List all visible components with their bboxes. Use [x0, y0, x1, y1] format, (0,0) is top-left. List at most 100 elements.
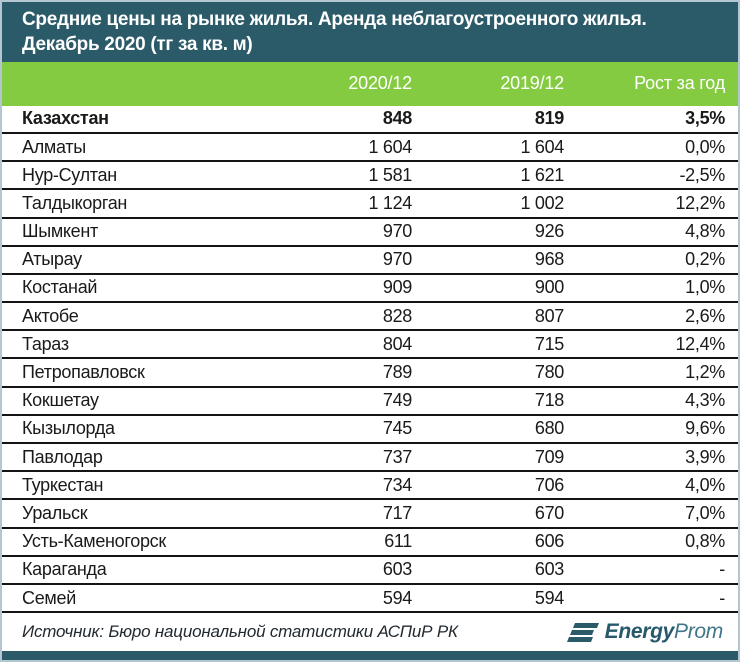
- table-row: Уральск 717 670 7,0%: [2, 500, 738, 529]
- title-line-2: Декабрь 2020 (тг за кв. м): [22, 33, 253, 55]
- table-row: Кызылорда 745 680 9,6%: [2, 416, 738, 444]
- title-line-1: Средние цены на рынке жилья. Аренда небл…: [22, 8, 647, 30]
- energyprom-logo: EnergyProm: [566, 620, 724, 644]
- value-2019: 606: [534, 531, 564, 552]
- city-name: Нур-Султан: [22, 164, 117, 185]
- table-row: Нур-Султан 1 581 1 621 -2,5%: [2, 162, 738, 191]
- logo-text-bold: Energy: [604, 620, 675, 644]
- value-2020: 745: [382, 418, 412, 439]
- city-name: Павлодар: [22, 446, 103, 467]
- value-2019: 1 002: [520, 192, 564, 213]
- growth-value: 9,6%: [685, 418, 725, 439]
- city-name: Петропавловск: [22, 362, 145, 383]
- table-row: Актобе 828 807 2,6%: [2, 303, 738, 332]
- table-row: Усть-Каменогорск 611 606 0,8%: [2, 529, 738, 557]
- table-row: Атырау 970 968 0,2%: [2, 247, 738, 275]
- growth-value: 0,8%: [685, 531, 725, 552]
- growth-value: 0,0%: [685, 136, 725, 157]
- growth-value: 3,9%: [685, 446, 725, 467]
- growth-value: 2,6%: [685, 305, 725, 326]
- table-row: Талдыкорган 1 124 1 002 12,2%: [2, 190, 738, 219]
- table-row: Туркестан 734 706 4,0%: [2, 472, 738, 501]
- value-2020: 970: [382, 221, 412, 242]
- table-row: Алматы 1 604 1 604 0,0%: [2, 134, 738, 163]
- energyprom-logo-text: EnergyProm: [604, 620, 724, 644]
- value-2020: 1 124: [368, 192, 412, 213]
- value-2020: 611: [384, 531, 412, 552]
- value-2019: 706: [534, 474, 564, 495]
- value-2019: 900: [534, 277, 564, 298]
- growth-value: 1,0%: [685, 277, 725, 298]
- city-name: Костанай: [22, 277, 98, 298]
- column-header-growth: Рост за год: [634, 73, 725, 94]
- table-row: Семей 594 594 -: [2, 585, 738, 614]
- value-2020: 594: [382, 587, 412, 608]
- growth-value: -: [719, 587, 725, 608]
- table-row: Казахстан 848 819 3,5%: [2, 106, 738, 134]
- city-name: Семей: [22, 587, 76, 608]
- column-header-2019: 2019/12: [500, 73, 564, 94]
- column-header-row: 2020/12 2019/12 Рост за год: [2, 61, 738, 106]
- growth-value: 4,0%: [685, 474, 725, 495]
- value-2019: 926: [534, 221, 564, 242]
- growth-value: 4,3%: [685, 390, 725, 411]
- city-name: Шымкент: [22, 221, 98, 242]
- growth-value: -2,5%: [679, 164, 725, 185]
- logo-text-light: Prom: [674, 620, 723, 644]
- value-2020: 737: [382, 446, 412, 467]
- value-2019: 715: [534, 333, 564, 354]
- value-2019: 709: [534, 446, 564, 467]
- city-name: Алматы: [22, 136, 86, 157]
- city-name: Усть-Каменогорск: [22, 531, 166, 552]
- growth-value: 0,2%: [685, 249, 725, 270]
- city-name: Уральск: [22, 502, 88, 523]
- title-bar: Средние цены на рынке жилья. Аренда небл…: [2, 2, 738, 62]
- city-name: Актобе: [22, 305, 79, 326]
- table-row: Шымкент 970 926 4,8%: [2, 219, 738, 247]
- value-2019: 968: [534, 249, 564, 270]
- value-2019: 670: [534, 502, 564, 523]
- source-text: Источник: Бюро национальной статистики А…: [22, 622, 458, 642]
- value-2020: 789: [382, 362, 412, 383]
- growth-value: 1,2%: [685, 362, 725, 383]
- table-row: Павлодар 737 709 3,9%: [2, 444, 738, 473]
- growth-value: -: [719, 559, 725, 580]
- value-2019: 603: [534, 559, 564, 580]
- energyprom-logo-icon: [566, 622, 599, 642]
- column-header-2020: 2020/12: [348, 73, 412, 94]
- table-row: Караганда 603 603 -: [2, 557, 738, 585]
- bottom-accent-bar: [2, 651, 738, 660]
- growth-value: 4,8%: [685, 221, 725, 242]
- value-2020: 970: [382, 249, 412, 270]
- city-name: Талдыкорган: [22, 192, 128, 213]
- value-2020: 603: [382, 559, 412, 580]
- city-name: Туркестан: [22, 474, 104, 495]
- value-2019: 819: [534, 108, 564, 129]
- growth-value: 12,2%: [675, 192, 725, 213]
- value-2020: 717: [382, 502, 412, 523]
- city-name: Караганда: [22, 559, 107, 580]
- growth-value: 7,0%: [685, 502, 725, 523]
- value-2020: 1 581: [368, 164, 412, 185]
- value-2019: 1 621: [520, 164, 564, 185]
- city-name: Тараз: [22, 333, 69, 354]
- value-2019: 807: [534, 305, 564, 326]
- value-2020: 828: [382, 305, 412, 326]
- table-row: Кокшетау 749 718 4,3%: [2, 388, 738, 416]
- value-2019: 680: [534, 418, 564, 439]
- city-name: Атырау: [22, 249, 82, 270]
- value-2019: 780: [534, 362, 564, 383]
- value-2019: 1 604: [520, 136, 564, 157]
- value-2020: 749: [382, 390, 412, 411]
- table-row: Петропавловск 789 780 1,2%: [2, 359, 738, 388]
- city-name: Казахстан: [22, 108, 109, 129]
- price-table: Казахстан 848 819 3,5% Алматы 1 604 1 60…: [2, 105, 738, 614]
- value-2020: 848: [382, 108, 412, 129]
- table-row: Тараз 804 715 12,4%: [2, 331, 738, 360]
- city-name: Кызылорда: [22, 418, 115, 439]
- footer: Источник: Бюро национальной статистики А…: [2, 613, 738, 651]
- value-2019: 718: [534, 390, 564, 411]
- value-2020: 804: [382, 333, 412, 354]
- value-2020: 909: [382, 277, 412, 298]
